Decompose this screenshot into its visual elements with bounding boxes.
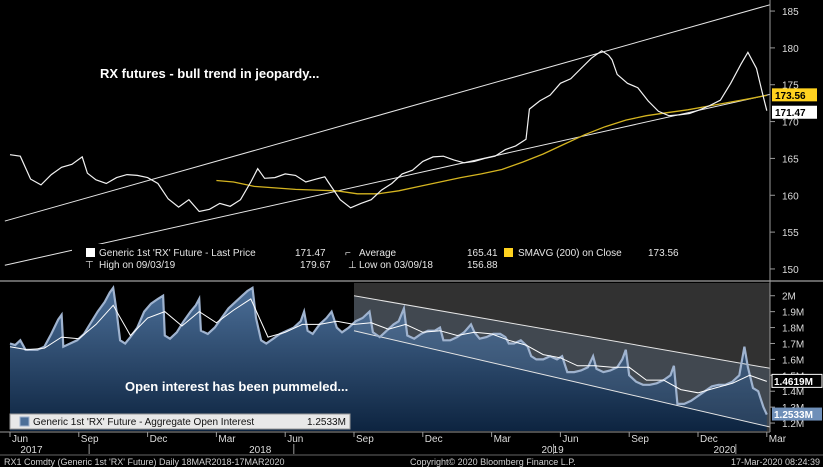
trend-line-upper [4, 4, 770, 222]
oi-last-tag-text: 1.2533M [774, 410, 813, 421]
price-tags: 173.56 171.47 [772, 88, 817, 119]
bottom-legend-background [9, 413, 351, 430]
bottom-legend-value: 1.2533M [307, 417, 346, 428]
price-y-tick-label: 165 [782, 154, 799, 165]
trend-line-lower [4, 93, 770, 266]
channel-fill [354, 295, 770, 427]
oi-y-tick-label: 2M [782, 292, 796, 303]
x-tick-label-month: Dec [700, 434, 718, 445]
last-price-tag-text: 171.47 [775, 108, 806, 119]
legend-sma-label: SMAVG (200) on Close [518, 248, 622, 259]
oi-y-tick-label: 1.8M [782, 324, 804, 335]
x-tick-label-year: 2017 [20, 445, 43, 456]
legend-arrow-up-icon: ⌐ [345, 248, 351, 259]
legend-average-label: Average [359, 248, 397, 259]
sma-value-tag-text: 173.56 [775, 91, 806, 102]
price-y-tick-label: 150 [782, 265, 799, 276]
price-y-tick-label: 155 [782, 228, 799, 239]
price-y-axis: 150 155 160 165 170 175 180 185 [770, 7, 799, 276]
open-interest-line [9, 284, 768, 416]
trend-lines [4, 4, 770, 266]
oi-y-tick-label: 1.9M [782, 308, 804, 319]
price-y-tick-label: 170 [782, 118, 799, 129]
bottom-legend-label: Generic 1st 'RX' Future - Aggregate Open… [33, 417, 254, 428]
oi-average-tag [771, 373, 823, 388]
x-tick-label-month: Dec [425, 434, 443, 445]
x-tick-label-month: Sep [356, 434, 374, 445]
price-y-tick-label: 180 [782, 44, 799, 55]
footer-timestamp: 17-Mar-2020 08:24:39 [731, 457, 820, 467]
x-axis: Jun Sep Dec Mar Jun Sep Dec Mar Jun Sep Dec Mar 2017… [9, 432, 787, 456]
oi-y-tick-label: 1.6M [782, 355, 804, 366]
top-annotation: RX futures - bull trend in jeopardy... [100, 66, 319, 81]
bottom-legend: Generic 1st 'RX' Future - Aggregate Open… [9, 413, 351, 430]
channel-line-lower [353, 330, 770, 428]
footer-copyright: Copyright© 2020 Bloomberg Finance L.P. [410, 457, 576, 467]
price-line-group [9, 50, 768, 213]
x-tick-label-month: Sep [81, 434, 99, 445]
footer-left: RX1 Comdty (Generic 1st 'RX' Future) Dai… [4, 457, 285, 467]
oi-y-tick-label: 1.7M [782, 339, 804, 350]
legend-high-value: 179.67 [300, 260, 331, 271]
channel-line-upper [353, 295, 770, 369]
x-tick-label-month: Mar [494, 434, 512, 445]
oi-average-tag-text: 1.4619M [774, 377, 813, 388]
legend-series-label: Generic 1st 'RX' Future - Last Price [99, 248, 256, 259]
legend-average-value: 165.41 [467, 248, 498, 259]
x-tick-label-year: 2019 [541, 445, 564, 456]
price-y-tick-label: 175 [782, 81, 799, 92]
oi-y-tick-label: 1.4M [782, 387, 804, 398]
sma-200-line [216, 94, 767, 195]
oi-legend-swatch [19, 416, 30, 427]
oi-tags: 1.4619M 1.2533M [771, 373, 823, 421]
x-tick-label-month: Mar [218, 434, 236, 445]
last-price-tag [772, 105, 817, 119]
bottom-annotation: Open interest has been pummeled... [125, 379, 348, 394]
x-tick-label-month: Jun [562, 434, 578, 445]
price-y-tick-label: 160 [782, 191, 799, 202]
sma-legend-swatch [504, 248, 513, 257]
price-line [9, 50, 768, 213]
price-y-tick-label: 185 [782, 7, 799, 18]
price-legend-swatch [86, 248, 95, 257]
x-tick-label-month: Mar [769, 434, 787, 445]
oi-y-tick-label: 1.2M [782, 419, 804, 430]
legend-low-label: Low on 03/09/18 [359, 260, 433, 271]
top-legend: Generic 1st 'RX' Future - Last Price 171… [72, 244, 700, 272]
price-panel [4, 4, 770, 266]
x-tick-label-month: Sep [631, 434, 649, 445]
legend-low-arrow-icon: ⊥ [348, 260, 357, 271]
x-tick-label-year: 2020 [713, 445, 736, 456]
legend-high-arrow-icon: ⊤ [85, 260, 94, 271]
oi-last-tag [772, 407, 822, 421]
legend-low-value: 156.88 [467, 260, 498, 271]
channel-lines [353, 295, 770, 428]
open-interest-panel [9, 283, 770, 431]
x-tick-label-year: 2018 [249, 445, 272, 456]
x-tick-label-month: Jun [12, 434, 28, 445]
legend-last-value: 171.47 [295, 248, 326, 259]
x-tick-label-month: Dec [150, 434, 168, 445]
sma-value-tag [772, 88, 817, 102]
top-legend-background [72, 244, 700, 272]
legend-high-label: High on 09/03/19 [99, 260, 176, 271]
x-tick-label-month: Jun [287, 434, 303, 445]
open-interest-average-line [9, 298, 767, 394]
legend-sma-value: 173.56 [648, 248, 679, 259]
open-interest-area [10, 287, 767, 431]
